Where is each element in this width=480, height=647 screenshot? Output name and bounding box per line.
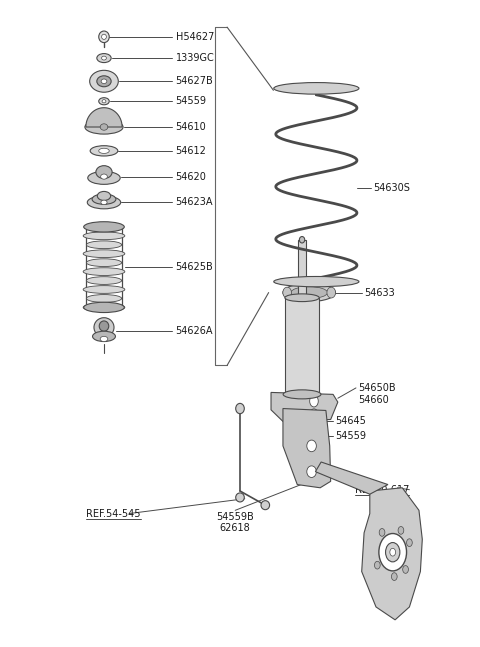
Ellipse shape [303, 437, 312, 448]
Ellipse shape [99, 98, 109, 105]
Ellipse shape [94, 318, 114, 337]
Ellipse shape [86, 294, 121, 302]
Ellipse shape [92, 194, 116, 204]
Polygon shape [285, 298, 319, 395]
Polygon shape [86, 107, 122, 127]
Ellipse shape [390, 549, 396, 556]
Ellipse shape [285, 294, 319, 302]
Ellipse shape [99, 148, 109, 153]
Ellipse shape [283, 287, 291, 298]
Ellipse shape [86, 223, 121, 231]
Ellipse shape [100, 336, 108, 342]
Text: 54650B: 54650B [359, 383, 396, 393]
Ellipse shape [261, 501, 270, 510]
Ellipse shape [236, 493, 244, 502]
Ellipse shape [97, 54, 111, 63]
Ellipse shape [90, 146, 118, 156]
Ellipse shape [97, 192, 111, 201]
Ellipse shape [391, 573, 397, 580]
Ellipse shape [101, 200, 107, 204]
Polygon shape [315, 462, 388, 494]
Ellipse shape [101, 174, 108, 179]
Ellipse shape [300, 237, 305, 243]
Ellipse shape [403, 565, 408, 573]
Ellipse shape [291, 287, 327, 298]
Ellipse shape [96, 166, 112, 179]
Ellipse shape [102, 100, 106, 103]
Ellipse shape [407, 539, 412, 547]
Text: 54627B: 54627B [176, 76, 213, 86]
Ellipse shape [86, 259, 121, 267]
Ellipse shape [398, 527, 404, 534]
Ellipse shape [310, 409, 318, 421]
Text: 62618: 62618 [220, 523, 251, 533]
Ellipse shape [307, 440, 316, 452]
Polygon shape [362, 488, 422, 620]
Ellipse shape [385, 543, 400, 562]
Ellipse shape [310, 395, 318, 407]
Ellipse shape [327, 287, 336, 298]
Text: 54623A: 54623A [176, 197, 213, 208]
Ellipse shape [84, 302, 124, 313]
Text: 54610: 54610 [176, 122, 206, 132]
Ellipse shape [101, 79, 107, 83]
Ellipse shape [93, 331, 116, 342]
Text: 54645: 54645 [336, 417, 366, 426]
Ellipse shape [84, 222, 124, 232]
Ellipse shape [83, 250, 125, 258]
Ellipse shape [283, 390, 321, 399]
Ellipse shape [274, 83, 359, 94]
Polygon shape [298, 240, 306, 298]
Ellipse shape [379, 529, 385, 536]
Ellipse shape [236, 403, 244, 413]
Ellipse shape [87, 196, 120, 209]
Ellipse shape [83, 303, 125, 311]
Ellipse shape [88, 171, 120, 184]
Ellipse shape [86, 241, 121, 248]
Text: 54559: 54559 [176, 96, 206, 106]
Polygon shape [271, 393, 338, 421]
Ellipse shape [303, 450, 312, 461]
Ellipse shape [100, 124, 108, 130]
Text: 54612: 54612 [176, 146, 206, 156]
Ellipse shape [102, 56, 107, 60]
Text: H54627: H54627 [176, 32, 214, 42]
Text: 54559: 54559 [336, 432, 366, 441]
Text: REF.54-545: REF.54-545 [86, 509, 141, 518]
Ellipse shape [99, 31, 109, 43]
Text: 54559B: 54559B [216, 512, 254, 521]
Ellipse shape [283, 283, 336, 302]
Ellipse shape [83, 232, 125, 239]
Text: REF.50-617: REF.50-617 [355, 485, 409, 495]
Ellipse shape [99, 321, 109, 331]
Ellipse shape [289, 422, 297, 431]
Ellipse shape [83, 285, 125, 293]
Text: 54630S: 54630S [373, 183, 410, 193]
Text: 54625B: 54625B [176, 262, 213, 272]
Ellipse shape [86, 277, 121, 285]
Text: 54633: 54633 [364, 287, 395, 298]
Text: 54620: 54620 [176, 171, 206, 182]
Ellipse shape [97, 76, 111, 87]
Ellipse shape [90, 71, 118, 93]
Polygon shape [283, 408, 331, 488]
Text: 54660: 54660 [359, 395, 389, 404]
Text: 54626A: 54626A [176, 326, 213, 336]
Ellipse shape [307, 466, 316, 477]
Ellipse shape [85, 120, 123, 134]
Ellipse shape [102, 34, 107, 39]
Ellipse shape [379, 534, 407, 571]
Ellipse shape [83, 268, 125, 276]
Text: 1339GC: 1339GC [176, 53, 215, 63]
Ellipse shape [374, 562, 380, 569]
Ellipse shape [274, 276, 359, 287]
